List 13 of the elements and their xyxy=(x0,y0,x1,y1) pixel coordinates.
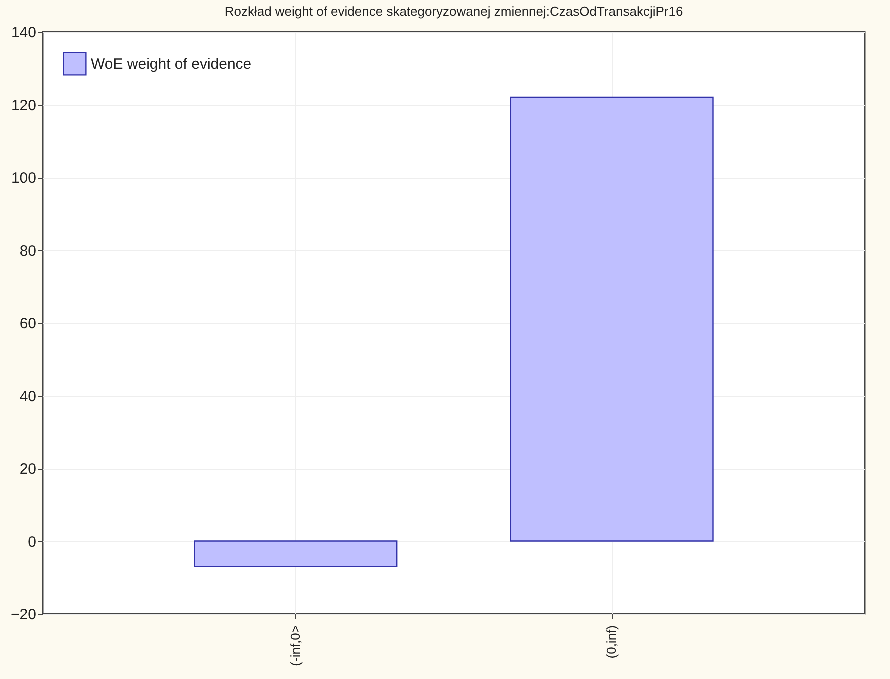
y-tick-label: 20 xyxy=(20,461,36,478)
y-tick-label: −20 xyxy=(11,606,36,624)
chart-title: Rozkład weight of evidence skategoryzowanej zmiennej:CzasOdTransakcjiPr16 xyxy=(224,4,684,19)
y-tick-label: 100 xyxy=(11,170,36,187)
y-tick-label: 80 xyxy=(20,242,36,260)
x-tick-label: (0,inf) xyxy=(604,626,620,659)
y-tick-label: 60 xyxy=(20,316,36,332)
x-tick-label: (-inf,0> xyxy=(288,626,303,666)
y-tick-label: 0 xyxy=(28,534,36,551)
y-tick-label: 120 xyxy=(11,97,36,114)
y-tick-label: 40 xyxy=(20,388,36,406)
legend-label: WoE weight of evidence xyxy=(91,56,252,73)
y-tick-label: 140 xyxy=(11,24,36,42)
